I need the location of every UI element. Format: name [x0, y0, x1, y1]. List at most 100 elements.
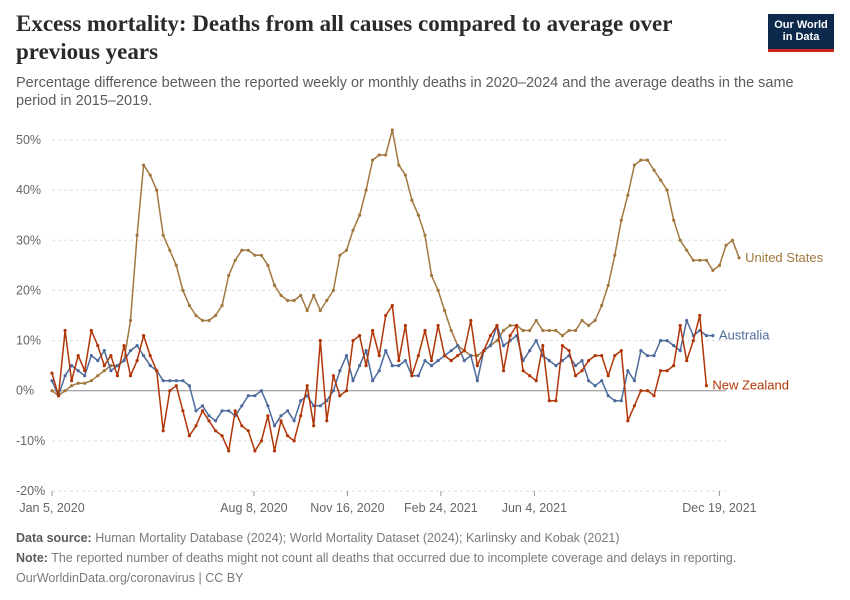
data-point-united-states[interactable]	[508, 323, 512, 328]
data-point-new-zealand[interactable]	[102, 364, 106, 368]
data-point-united-states[interactable]	[541, 328, 545, 333]
data-point-new-zealand[interactable]	[410, 374, 414, 378]
data-point-new-zealand[interactable]	[488, 334, 492, 338]
data-point-new-zealand[interactable]	[443, 354, 447, 358]
data-point-new-zealand[interactable]	[547, 399, 551, 403]
data-point-united-states[interactable]	[70, 384, 74, 388]
data-point-united-states[interactable]	[377, 153, 381, 157]
data-point-new-zealand[interactable]	[685, 359, 689, 363]
data-point-australia[interactable]	[580, 359, 584, 363]
data-point-australia[interactable]	[403, 359, 407, 363]
data-point-australia[interactable]	[142, 354, 146, 358]
data-point-united-states[interactable]	[187, 303, 191, 308]
data-point-united-states[interactable]	[737, 256, 741, 260]
data-point-australia[interactable]	[593, 384, 597, 388]
data-point-united-states[interactable]	[384, 153, 388, 157]
data-point-united-states[interactable]	[645, 158, 650, 162]
data-point-new-zealand[interactable]	[397, 359, 401, 363]
series-line-australia[interactable]	[51, 319, 713, 427]
data-point-united-states[interactable]	[50, 389, 54, 393]
data-point-new-zealand[interactable]	[233, 409, 237, 413]
data-point-new-zealand[interactable]	[541, 344, 545, 348]
data-point-australia[interactable]	[318, 404, 322, 408]
data-point-new-zealand[interactable]	[312, 424, 316, 428]
data-point-united-states[interactable]	[443, 308, 447, 313]
data-point-united-states[interactable]	[318, 308, 322, 313]
data-point-united-states[interactable]	[534, 318, 538, 323]
data-point-united-states[interactable]	[436, 288, 440, 292]
data-point-united-states[interactable]	[102, 369, 106, 373]
data-point-united-states[interactable]	[227, 273, 231, 277]
data-point-new-zealand[interactable]	[83, 369, 87, 373]
data-point-australia[interactable]	[50, 379, 54, 383]
data-point-united-states[interactable]	[214, 313, 218, 318]
data-point-new-zealand[interactable]	[632, 404, 637, 408]
data-point-united-states[interactable]	[279, 293, 283, 297]
data-point-new-zealand[interactable]	[580, 369, 584, 373]
data-point-new-zealand[interactable]	[214, 429, 218, 433]
data-point-new-zealand[interactable]	[672, 364, 676, 368]
data-point-united-states[interactable]	[233, 258, 237, 262]
data-point-australia[interactable]	[148, 364, 152, 368]
data-point-united-states[interactable]	[573, 328, 578, 333]
data-point-new-zealand[interactable]	[508, 334, 512, 338]
data-point-new-zealand[interactable]	[606, 374, 610, 378]
data-point-new-zealand[interactable]	[704, 384, 709, 388]
data-point-australia[interactable]	[83, 374, 87, 378]
data-point-united-states[interactable]	[567, 328, 571, 333]
data-point-united-states[interactable]	[711, 268, 715, 272]
data-point-united-states[interactable]	[659, 178, 663, 182]
data-point-new-zealand[interactable]	[128, 374, 133, 378]
data-point-australia[interactable]	[331, 389, 335, 393]
data-point-united-states[interactable]	[652, 168, 656, 172]
data-point-united-states[interactable]	[685, 248, 689, 252]
data-point-united-states[interactable]	[672, 218, 676, 222]
data-point-united-states[interactable]	[547, 328, 551, 333]
data-point-united-states[interactable]	[286, 298, 290, 303]
data-point-united-states[interactable]	[606, 283, 610, 287]
data-point-united-states[interactable]	[181, 288, 185, 292]
data-point-new-zealand[interactable]	[469, 318, 473, 323]
data-point-new-zealand[interactable]	[390, 303, 394, 308]
data-point-united-states[interactable]	[632, 163, 637, 167]
data-point-new-zealand[interactable]	[403, 323, 407, 328]
data-point-united-states[interactable]	[639, 158, 643, 162]
data-point-australia[interactable]	[187, 384, 191, 388]
data-point-australia[interactable]	[619, 399, 623, 403]
data-point-united-states[interactable]	[554, 328, 558, 333]
data-point-new-zealand[interactable]	[272, 449, 277, 453]
data-point-australia[interactable]	[501, 344, 506, 348]
data-point-australia[interactable]	[351, 379, 355, 383]
data-point-new-zealand[interactable]	[187, 434, 191, 438]
data-point-new-zealand[interactable]	[89, 328, 93, 333]
data-point-australia[interactable]	[554, 364, 558, 368]
data-point-united-states[interactable]	[528, 328, 532, 333]
data-point-australia[interactable]	[456, 344, 460, 348]
data-point-united-states[interactable]	[83, 381, 87, 385]
data-point-united-states[interactable]	[423, 233, 427, 237]
data-point-united-states[interactable]	[593, 318, 597, 323]
data-point-australia[interactable]	[214, 419, 218, 423]
data-point-united-states[interactable]	[600, 303, 604, 308]
data-point-new-zealand[interactable]	[436, 323, 440, 328]
data-point-united-states[interactable]	[89, 379, 93, 383]
data-point-new-zealand[interactable]	[220, 434, 224, 438]
data-point-new-zealand[interactable]	[142, 334, 146, 338]
data-point-new-zealand[interactable]	[174, 384, 178, 388]
data-point-new-zealand[interactable]	[449, 359, 453, 363]
data-point-australia[interactable]	[645, 354, 650, 358]
data-point-new-zealand[interactable]	[246, 429, 250, 433]
data-point-new-zealand[interactable]	[63, 328, 67, 333]
data-point-new-zealand[interactable]	[678, 323, 682, 328]
data-point-united-states[interactable]	[560, 334, 565, 338]
data-point-united-states[interactable]	[174, 263, 178, 267]
data-point-new-zealand[interactable]	[240, 424, 244, 428]
data-point-new-zealand[interactable]	[200, 409, 205, 413]
data-point-australia[interactable]	[429, 364, 434, 368]
data-point-australia[interactable]	[632, 379, 637, 383]
data-point-new-zealand[interactable]	[534, 379, 538, 383]
data-point-new-zealand[interactable]	[266, 414, 270, 418]
data-point-australia[interactable]	[390, 364, 394, 368]
data-point-new-zealand[interactable]	[371, 328, 375, 333]
data-point-new-zealand[interactable]	[109, 354, 113, 358]
